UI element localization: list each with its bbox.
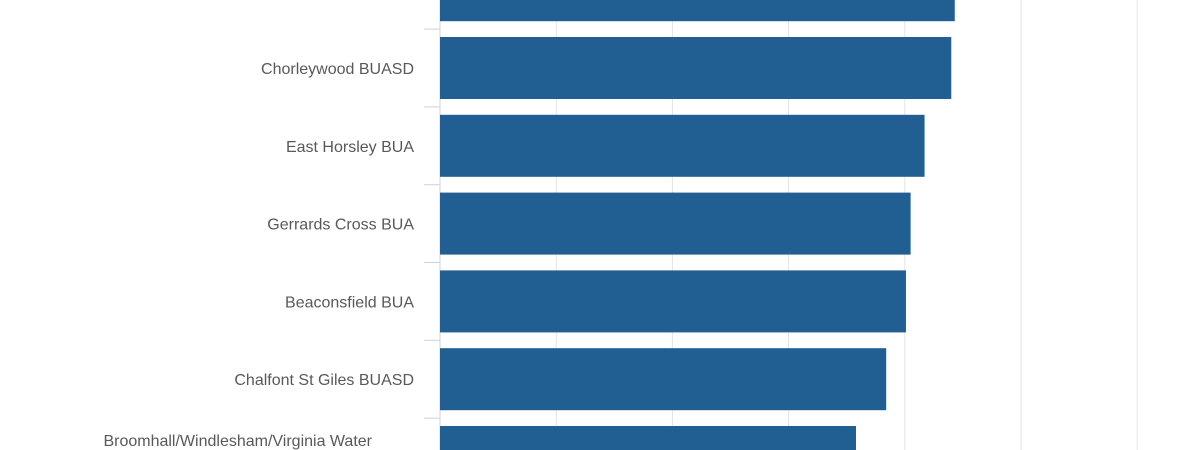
bar [440, 426, 856, 450]
category-label: Beaconsfield BUA [285, 294, 414, 311]
bar [440, 192, 911, 255]
bar [440, 348, 887, 411]
category-label: Chorleywood BUASD [261, 61, 414, 78]
category-label: Chalfont St Giles BUASD [234, 372, 414, 389]
category-label: Broomhall/Windlesham/Virginia Water [103, 433, 372, 450]
category-label: East Horsley BUA [286, 139, 414, 156]
bar [440, 270, 906, 333]
bar [440, 0, 955, 22]
bar [440, 114, 925, 177]
bar [440, 37, 952, 99]
category-label: Gerrards Cross BUA [267, 217, 414, 234]
